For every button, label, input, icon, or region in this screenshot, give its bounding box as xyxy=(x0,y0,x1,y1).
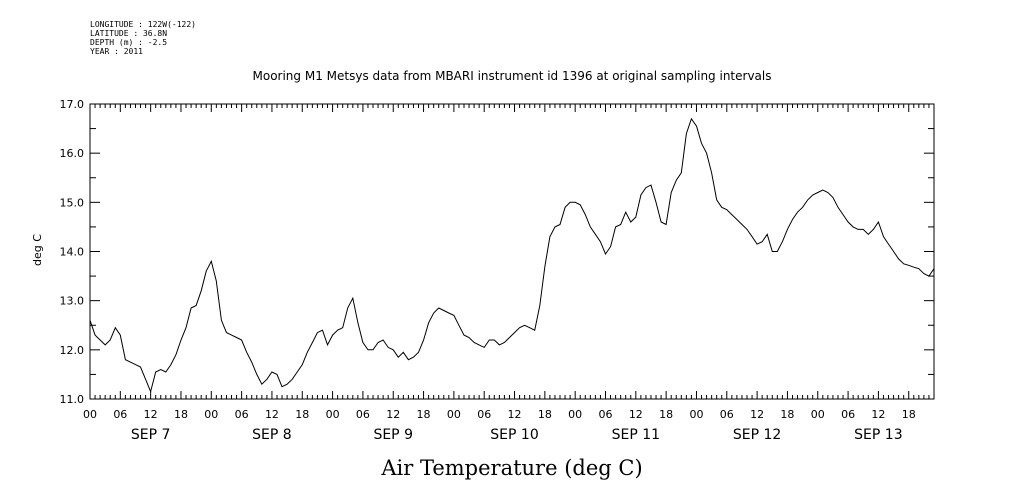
series-line xyxy=(89,117,935,394)
x-tick-label: 06 xyxy=(477,408,491,421)
axes-group: 11.0 12.0 13.0 14.0 15.0 16.0 17.0 00 06 12 18 00 06… xyxy=(60,98,935,443)
x-tick-label: 00 xyxy=(568,408,582,421)
y-tick-label: 12.0 xyxy=(60,344,85,357)
x-day-label: SEP 9 xyxy=(373,427,413,443)
x-tick-label: 12 xyxy=(750,408,764,421)
series-group xyxy=(89,117,935,394)
x-tick-label: 18 xyxy=(295,408,309,421)
meta-year: YEAR : 2011 xyxy=(90,47,143,56)
x-tick-label: 00 xyxy=(811,408,825,421)
x-tick-label: 06 xyxy=(235,408,249,421)
x-tick-label: 18 xyxy=(902,408,916,421)
y-tick-label: 16.0 xyxy=(60,147,85,160)
x-tick-label: 00 xyxy=(204,408,218,421)
x-tick-label: 12 xyxy=(265,408,279,421)
x-day-label: SEP 7 xyxy=(131,427,171,443)
x-tick-label: 12 xyxy=(386,408,400,421)
x-axis-label: Air Temperature (deg C) xyxy=(380,456,642,480)
x-tick-label: 00 xyxy=(447,408,461,421)
x-tick-label: 06 xyxy=(356,408,370,421)
x-tick-label: 18 xyxy=(780,408,794,421)
x-day-label: SEP 8 xyxy=(252,427,292,443)
x-tick-label: 06 xyxy=(720,408,734,421)
x-tick-label: 12 xyxy=(629,408,643,421)
x-tick-label: 06 xyxy=(113,408,127,421)
x-tick-label: 18 xyxy=(174,408,188,421)
x-tick-label: 00 xyxy=(83,408,97,421)
meta-longitude: LONGITUDE : 122W(-122) xyxy=(90,20,196,29)
x-tick-label: 18 xyxy=(417,408,431,421)
x-tick-label: 00 xyxy=(326,408,340,421)
x-tick-label: 18 xyxy=(538,408,552,421)
y-tick-label: 15.0 xyxy=(60,196,85,209)
chart-title: Mooring M1 Metsys data from MBARI instru… xyxy=(253,69,772,83)
y-tick-label: 11.0 xyxy=(60,393,85,406)
plot-frame xyxy=(89,103,935,400)
x-tick-label: 18 xyxy=(659,408,673,421)
x-tick-label: 06 xyxy=(841,408,855,421)
y-axis-label: deg C xyxy=(31,234,44,266)
x-day-label: SEP 11 xyxy=(612,427,660,443)
meta-latitude: LATITUDE : 36.8N xyxy=(90,29,168,38)
x-tick-label: 12 xyxy=(871,408,885,421)
x-tick-label: 12 xyxy=(144,408,158,421)
x-day-label: SEP 12 xyxy=(733,427,781,443)
y-tick-label: 14.0 xyxy=(60,246,85,259)
x-day-label: SEP 10 xyxy=(490,427,538,443)
x-day-label: SEP 13 xyxy=(854,427,902,443)
metadata-block: LONGITUDE : 122W(-122) LATITUDE : 36.8N … xyxy=(90,20,196,56)
x-tick-label: 12 xyxy=(508,408,522,421)
meta-depth: DEPTH (m) : -2.5 xyxy=(90,38,168,47)
x-tick-label: 00 xyxy=(689,408,703,421)
y-tick-label: 17.0 xyxy=(60,98,85,111)
y-tick-label: 13.0 xyxy=(60,295,85,308)
x-tick-label: 06 xyxy=(598,408,612,421)
